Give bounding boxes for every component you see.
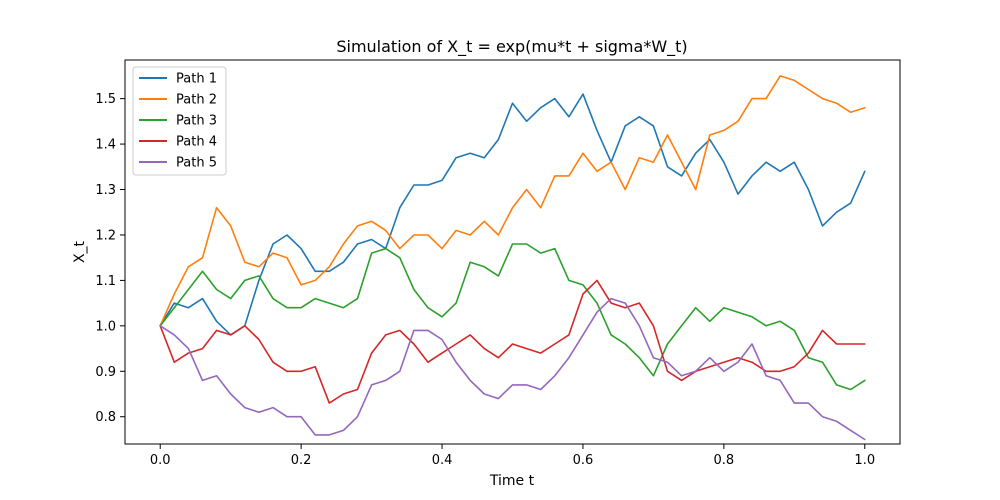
series-line-path-3 <box>159 243 866 391</box>
series-line-path-1 <box>159 93 866 336</box>
y-axis-label: X_t <box>72 240 88 263</box>
plot-frame <box>124 59 901 445</box>
x-axis-label: Time t <box>489 473 535 489</box>
legend: Path 1 Path 2 Path 3 Path 4 Path 5 <box>132 66 227 176</box>
x-tick-label: 0.4 <box>432 453 453 468</box>
x-tick-label: 0.8 <box>714 453 735 468</box>
x-tick-label: 0.0 <box>150 453 171 468</box>
y-tick-label: 1.1 <box>95 274 116 289</box>
legend-label-path-4: Path 4 <box>176 135 217 150</box>
y-tick-label: 1.3 <box>95 183 116 198</box>
y-tick-label: 0.8 <box>95 410 116 425</box>
series-line-path-4 <box>159 279 866 404</box>
plot-area <box>159 75 866 441</box>
x-tick-label: 1.0 <box>854 453 875 468</box>
y-axis: 0.8 0.9 1.0 1.1 1.2 1.3 1.4 1.5 <box>95 92 125 425</box>
legend-box <box>132 66 227 176</box>
y-tick-label: 1.2 <box>95 228 116 243</box>
series-line-path-5 <box>159 297 866 441</box>
y-tick-label: 1.4 <box>95 138 116 153</box>
legend-label-path-2: Path 2 <box>176 93 217 108</box>
series-line-path-2 <box>159 75 866 327</box>
series-group <box>159 75 866 441</box>
y-tick-label: 1.5 <box>95 92 116 107</box>
y-tick-label: 1.0 <box>95 319 116 334</box>
legend-label-path-5: Path 5 <box>176 156 217 171</box>
y-tick-label: 0.9 <box>95 365 116 380</box>
x-tick-label: 0.2 <box>291 453 312 468</box>
x-tick-label: 0.6 <box>573 453 594 468</box>
x-axis: 0.0 0.2 0.4 0.6 0.8 1.0 <box>150 444 875 468</box>
chart-title: Simulation of X_t = exp(mu*t + sigma*W_t… <box>336 37 687 57</box>
legend-label-path-1: Path 1 <box>176 72 217 87</box>
legend-label-path-3: Path 3 <box>176 114 217 129</box>
